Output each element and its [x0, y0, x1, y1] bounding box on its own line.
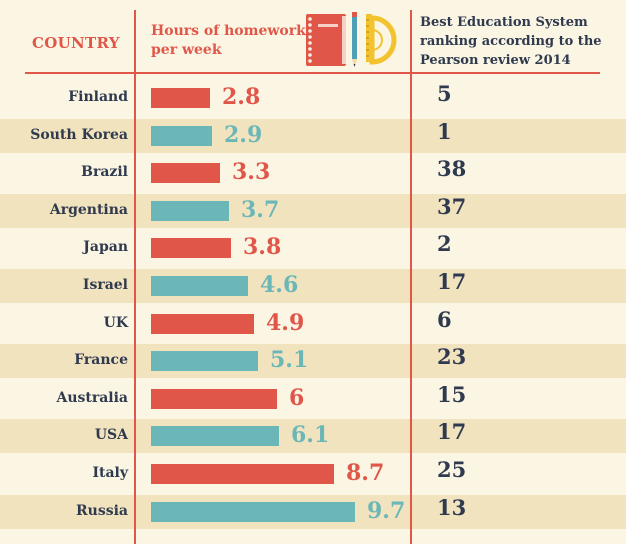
- country-label: Brazil: [81, 164, 128, 181]
- row-band: [0, 344, 626, 379]
- hours-bar: [151, 163, 220, 184]
- protractor-icon: [369, 15, 397, 65]
- hours-value-label: 3.8: [243, 234, 282, 261]
- ruler-icon: [366, 14, 372, 62]
- ranking-value: 2: [437, 231, 452, 257]
- ranking-value: 23: [437, 344, 467, 370]
- hours-bar: [151, 238, 231, 259]
- hours-bar: [151, 313, 254, 334]
- hours-bar: [151, 388, 277, 409]
- row-band: [0, 419, 626, 454]
- country-label: Finland: [68, 89, 128, 105]
- hours-bar: [151, 276, 248, 296]
- ranking-value: 15: [437, 381, 467, 407]
- country-label: Australia: [56, 389, 128, 406]
- stationery-icons: [306, 12, 397, 67]
- hours-value-label: 4.9: [266, 309, 305, 336]
- hours-value-label: 6.1: [291, 422, 330, 449]
- ranking-value: 6: [437, 306, 452, 332]
- hours-bar: [151, 125, 212, 146]
- hours-bar: [151, 351, 258, 372]
- header-ranking: Best Education System ranking according …: [420, 15, 602, 68]
- ranking-value: 17: [437, 269, 467, 294]
- ranking-value: 38: [437, 156, 467, 182]
- hours-value-label: 3.3: [232, 159, 271, 186]
- country-label: France: [74, 352, 128, 369]
- hours-bar: [151, 88, 210, 108]
- column-divider-left: [134, 10, 136, 544]
- hours-bar: [151, 200, 229, 221]
- hours-bar: [151, 426, 279, 447]
- row-band: [0, 269, 626, 303]
- hours-value-label: 6: [289, 384, 305, 411]
- ranking-value: 37: [437, 193, 467, 219]
- pencil-icon: [352, 12, 357, 67]
- hours-value-label: 9.7: [367, 497, 406, 524]
- country-label: UK: [103, 314, 128, 331]
- ranking-value: 25: [437, 457, 467, 482]
- ranking-value: 17: [437, 419, 467, 445]
- hours-bar: [151, 464, 334, 484]
- country-label: Israel: [82, 277, 128, 293]
- hours-value-label: 2.8: [222, 84, 261, 110]
- column-divider-right: [410, 10, 412, 544]
- ranking-value: 13: [437, 494, 467, 520]
- row-band: [0, 118, 626, 153]
- header-divider: [25, 72, 600, 74]
- country-label: Russia: [76, 502, 128, 519]
- header-country: COUNTRY: [32, 34, 120, 52]
- hours-value-label: 4.6: [260, 272, 299, 298]
- country-label: South Korea: [30, 126, 128, 143]
- ranking-value: 5: [437, 81, 452, 106]
- ranking-value: 1: [437, 118, 452, 144]
- hours-value-label: 2.9: [224, 121, 263, 148]
- notebook-icon: [306, 14, 346, 66]
- country-label: Argentina: [49, 201, 128, 218]
- country-label: Italy: [92, 465, 128, 481]
- header-hours: Hours of homework per week: [151, 23, 306, 58]
- country-label: USA: [94, 427, 128, 444]
- hours-value-label: 3.7: [241, 196, 280, 223]
- hours-value-label: 8.7: [346, 460, 385, 486]
- country-label: Japan: [83, 239, 128, 256]
- row-band: [0, 193, 626, 228]
- hours-value-label: 5.1: [270, 347, 309, 374]
- hours-bar: [151, 501, 355, 522]
